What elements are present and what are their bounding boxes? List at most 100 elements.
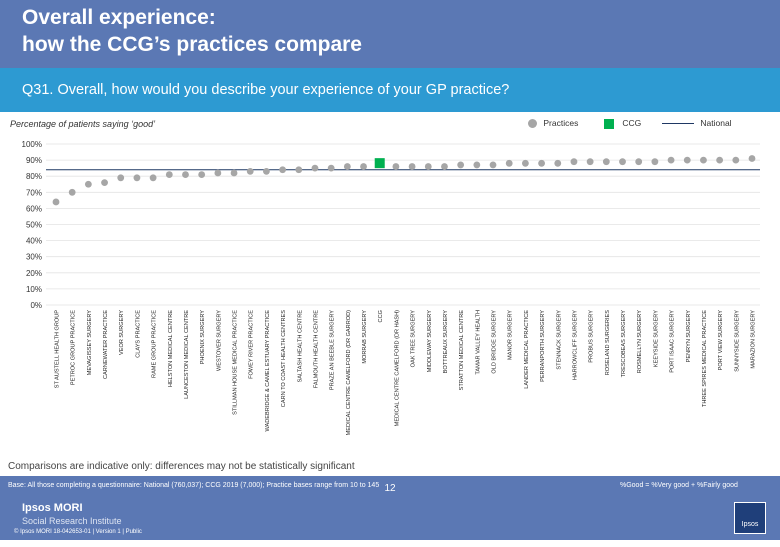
- legend-ccg-label: CCG: [622, 118, 642, 128]
- category-label: MORRAB SURGERY: [362, 310, 368, 364]
- chart-title: Percentage of patients saying ‘good’: [10, 119, 156, 129]
- category-label: CLAYS PRACTICE: [135, 310, 141, 358]
- category-label: BOTTREAUX SURGERY: [443, 310, 449, 374]
- practice-point: [117, 174, 125, 182]
- category-label: MEDICAL CENTRE CAMELFORD (DR GARROD): [346, 310, 352, 435]
- practice-point: [457, 161, 465, 169]
- practice-point: [295, 166, 303, 174]
- category-label: CARN TO COAST HEALTH CENTRES: [281, 310, 287, 407]
- category-label: KEEYSIDE SURGERY: [653, 310, 659, 367]
- category-label: ST AUSTELL HEALTH GROUP: [55, 310, 61, 388]
- category-label: MANOR SURGERY: [508, 310, 514, 360]
- y-tick-label: 60%: [26, 204, 42, 213]
- practice-point: [538, 159, 545, 167]
- category-label: ROSELAND SURGERIES: [605, 310, 611, 376]
- footer-bar: [0, 476, 780, 540]
- category-label: OAK TREE SURGERY: [411, 310, 417, 368]
- y-tick-label: 50%: [26, 221, 42, 230]
- practice-point: [424, 163, 432, 170]
- legend-ccg-marker: [604, 118, 614, 129]
- page-title: Overall experience: how the CCG’s practi…: [22, 6, 362, 56]
- category-label: STRATTON MEDICAL CENTRE: [459, 310, 465, 391]
- category-label: PERRANPORTH SURGERY: [540, 310, 546, 382]
- category-label: LAUNCESTON MEDICAL CENTRE: [184, 310, 190, 399]
- category-label: HARROWCLIFF SURGERY: [572, 310, 578, 380]
- category-label: PHOENIX SURGERY: [200, 310, 206, 365]
- category-label: WADEBRIDGE & CAMEL ESTUARY PRACTICE: [265, 310, 271, 432]
- practice-point: [214, 169, 222, 177]
- practice-point: [230, 169, 238, 177]
- legend-practices: Practices: [528, 118, 579, 129]
- category-label: PORT ISAAC SURGERY: [670, 310, 676, 373]
- ipsos-logo-icon: Ipsos: [734, 502, 766, 534]
- practice-point: [732, 156, 740, 164]
- practice-point: [327, 164, 335, 172]
- good-definition: %Good = %Very good + %Fairly good: [620, 482, 738, 489]
- y-tick-label: 100%: [22, 140, 42, 149]
- practice-point: [635, 158, 643, 166]
- category-label: MARAZION SURGERY: [751, 310, 757, 369]
- practice-point: [101, 179, 108, 187]
- category-label: PORT VIEW SURGERY: [718, 310, 724, 371]
- practice-point: [570, 158, 578, 166]
- practice-point: [586, 158, 594, 166]
- practice-point: [182, 171, 189, 178]
- category-label: MEDICAL CENTRE CAMELFORD (DR HASH): [394, 310, 400, 426]
- comparison-note: Comparisons are indicative only: differe…: [8, 461, 355, 472]
- category-label: SALTASH HEALTH CENTRE: [297, 310, 303, 383]
- practice-point: [343, 163, 351, 170]
- category-label: TAMAR VALLEY HEALTH: [475, 310, 481, 375]
- legend-national: National: [662, 118, 732, 128]
- legend-practices-label: Practices: [543, 118, 579, 128]
- category-label: PENRYN SURGERY: [686, 310, 692, 363]
- practice-point: [392, 163, 400, 170]
- category-label: STENNACK SURGERY: [556, 310, 562, 370]
- practice-point: [441, 163, 448, 170]
- question-text: Q31. Overall, how would you describe you…: [22, 82, 510, 98]
- category-label: LANDER MEDICAL PRACTICE: [524, 310, 530, 389]
- category-label: CCG: [378, 310, 384, 322]
- category-label: THREE SPIRES MEDICAL PRACTICE: [702, 310, 708, 407]
- legend-ccg: CCG: [604, 118, 641, 129]
- practice-point: [554, 159, 562, 167]
- legend-national-marker: [662, 123, 694, 125]
- base-text: Base: All those completing a questionnai…: [8, 482, 380, 489]
- category-label: RAME GROUP PRACTICE: [152, 310, 158, 378]
- category-label: SUNNYSIDE SURGERY: [734, 310, 740, 372]
- page-number: 12: [384, 483, 396, 494]
- category-label: TRESCOBEAS SURGERY: [621, 310, 627, 378]
- header-bar: [0, 0, 780, 68]
- practice-point: [68, 188, 76, 196]
- y-tick-label: 70%: [26, 188, 42, 197]
- category-label: VEOR SURGERY: [119, 310, 125, 355]
- practice-point: [521, 159, 529, 167]
- category-label: MEVAGISSEY SURGERY: [87, 310, 93, 376]
- category-label: OLD BRIDGE SURGERY: [492, 310, 498, 374]
- practice-point: [683, 156, 691, 164]
- category-label: HELSTON MEDICAL CENTRE: [168, 310, 174, 387]
- practice-point: [279, 166, 287, 174]
- y-tick-label: 10%: [26, 285, 42, 294]
- y-tick-label: 80%: [26, 172, 42, 181]
- category-label: STILLMAN HOUSE MEDICAL PRACTICE: [233, 310, 239, 415]
- y-tick-label: 90%: [26, 156, 42, 165]
- practice-point: [651, 158, 659, 166]
- practice-point: [619, 158, 626, 166]
- category-label: ROSMELLYN SURGERY: [637, 310, 643, 373]
- category-label: FOWEY RIVER PRACTICE: [249, 310, 255, 379]
- practice-point: [198, 171, 206, 178]
- practice-point: [360, 163, 367, 170]
- category-label: MIDDLEWAY SURGERY: [427, 310, 433, 373]
- category-label: PRAZE AN BEEBLE SURGERY: [330, 310, 336, 390]
- practice-point: [489, 161, 497, 169]
- category-label: CARNEWATER PRACTICE: [103, 310, 109, 379]
- category-label: WESTOVER SURGERY: [216, 310, 222, 371]
- y-tick-label: 40%: [26, 237, 42, 246]
- practice-point: [473, 161, 481, 169]
- legend-practices-marker: [528, 119, 537, 129]
- copyright-text: © Ipsos MORI 18-042653-01 | Version 1 | …: [14, 529, 142, 535]
- category-label: PROBUS SURGERY: [589, 310, 595, 363]
- practice-point: [311, 164, 319, 172]
- y-tick-label: 20%: [26, 269, 42, 278]
- practice-point: [149, 174, 157, 182]
